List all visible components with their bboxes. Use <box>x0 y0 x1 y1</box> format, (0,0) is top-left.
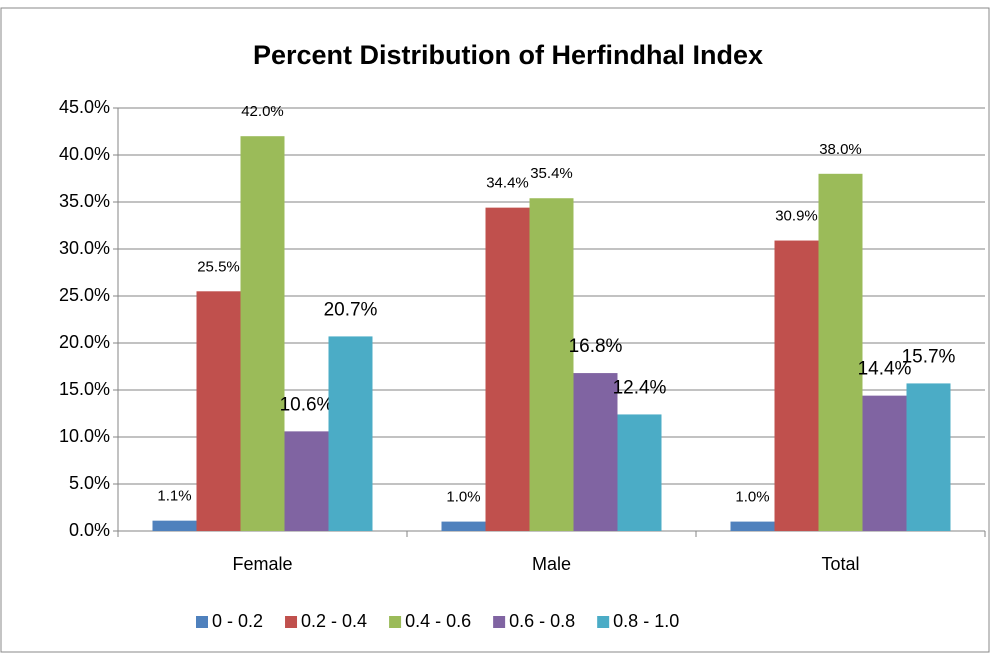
value-label: 16.8% <box>569 336 623 357</box>
chart-title: Percent Distribution of Herfindhal Index <box>253 40 763 70</box>
y-tick-label: 5.0% <box>69 473 110 493</box>
bar <box>152 520 197 531</box>
y-tick-label: 15.0% <box>59 379 110 399</box>
bar <box>774 240 819 532</box>
x-tick-label: Female <box>232 554 292 574</box>
bar <box>284 431 329 531</box>
value-label: 25.5% <box>197 258 240 275</box>
bar <box>906 383 951 531</box>
bar <box>617 414 662 531</box>
bar <box>196 291 241 531</box>
legend-swatch <box>285 616 298 628</box>
bar <box>818 173 863 532</box>
bar <box>441 521 486 531</box>
legend-swatch <box>196 616 208 628</box>
value-label: 20.7% <box>324 299 378 320</box>
bar <box>529 198 574 532</box>
legend-label: 0.2 - 0.4 <box>301 611 367 631</box>
legend-label: 0 - 0.2 <box>212 611 263 631</box>
value-label: 42.0% <box>241 103 284 120</box>
legend-label: 0.4 - 0.6 <box>405 611 471 631</box>
value-label: 35.4% <box>530 165 573 182</box>
bar <box>328 336 373 531</box>
value-label: 14.4% <box>858 359 912 380</box>
y-tick-label: 35.0% <box>59 191 110 211</box>
value-label: 38.0% <box>819 141 862 158</box>
legend-swatch <box>493 616 506 628</box>
value-label: 12.4% <box>613 377 667 398</box>
x-tick-label: Male <box>532 554 571 574</box>
bar <box>485 207 530 531</box>
y-tick-label: 40.0% <box>59 144 110 164</box>
value-label: 1.1% <box>157 488 191 505</box>
value-label: 10.6% <box>280 394 334 415</box>
y-tick-label: 10.0% <box>59 426 110 446</box>
bar <box>573 373 618 531</box>
y-tick-label: 25.0% <box>59 285 110 305</box>
legend-label: 0.8 - 1.0 <box>613 611 679 631</box>
legend-swatch <box>597 616 610 628</box>
bar <box>730 521 775 531</box>
value-label: 34.4% <box>486 175 529 192</box>
y-tick-label: 20.0% <box>59 332 110 352</box>
value-label: 15.7% <box>902 346 956 367</box>
value-label: 30.9% <box>775 208 818 225</box>
value-label: 1.0% <box>446 489 480 506</box>
value-label: 1.0% <box>735 489 769 506</box>
y-tick-label: 0.0% <box>69 520 110 540</box>
legend-label: 0.6 - 0.8 <box>509 611 575 631</box>
x-tick-label: Total <box>821 554 859 574</box>
legend-swatch <box>389 616 402 628</box>
y-tick-label: 30.0% <box>59 238 110 258</box>
bar <box>862 395 907 531</box>
y-tick-label: 45.0% <box>59 97 110 117</box>
bar <box>240 136 285 531</box>
